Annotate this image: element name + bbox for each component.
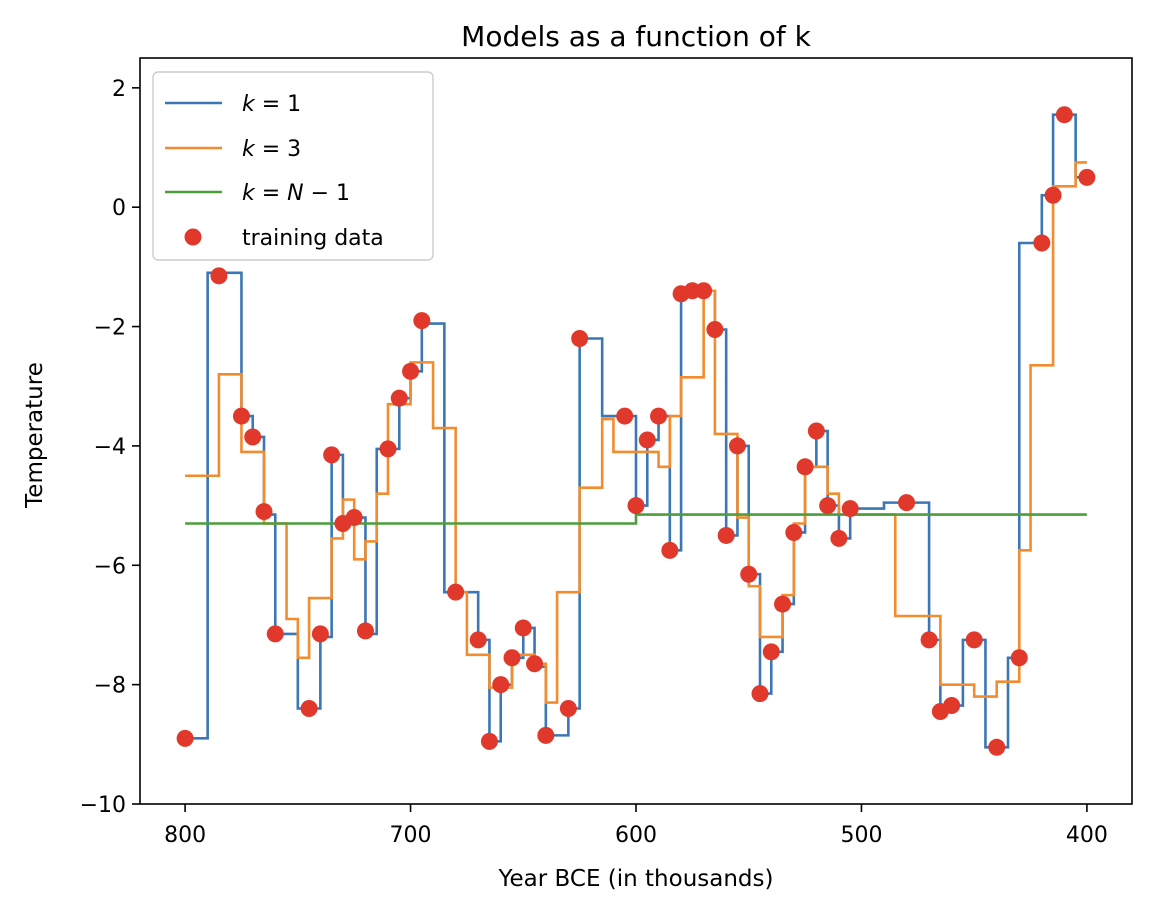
training-data-point xyxy=(210,267,228,285)
y-tick-label: −10 xyxy=(80,793,126,818)
training-data-point xyxy=(1044,186,1062,204)
training-data-point xyxy=(492,676,510,694)
training-data-point xyxy=(503,649,521,667)
training-data-point xyxy=(616,407,634,425)
x-tick-label: 500 xyxy=(840,823,882,848)
training-data-point xyxy=(650,407,668,425)
x-tick-label: 800 xyxy=(164,823,206,848)
legend-box xyxy=(152,71,434,261)
training-data-point xyxy=(311,625,329,643)
training-data-point xyxy=(965,631,983,649)
chart-title: Models as a function of k xyxy=(461,20,811,53)
training-data-point xyxy=(785,523,803,541)
training-data-point xyxy=(356,622,374,640)
training-data-point xyxy=(244,428,262,446)
y-tick-label: 0 xyxy=(112,196,126,221)
x-tick-label: 600 xyxy=(615,823,657,848)
training-data-point xyxy=(1078,168,1096,186)
training-data-point xyxy=(706,321,724,339)
training-data-point xyxy=(526,655,544,673)
training-data-point xyxy=(402,362,420,380)
x-tick-label: 400 xyxy=(1066,823,1108,848)
legend-label-2: k = 3 xyxy=(242,137,301,162)
legend-label-training-data: training data xyxy=(242,226,384,251)
training-data-point xyxy=(345,509,363,527)
series-line-2 xyxy=(185,161,1087,704)
training-data-point xyxy=(627,497,645,515)
training-data-point xyxy=(1033,234,1051,252)
y-tick-label: −8 xyxy=(94,674,126,699)
training-data-point xyxy=(390,389,408,407)
training-data-point xyxy=(266,625,284,643)
training-data-point xyxy=(379,440,397,458)
y-tick-label: −4 xyxy=(94,435,126,460)
training-data-point xyxy=(728,437,746,455)
series-line-3 xyxy=(185,513,1087,525)
training-data-point xyxy=(469,631,487,649)
y-tick-label: 2 xyxy=(112,77,126,102)
training-data-point xyxy=(751,685,769,703)
legend-swatch-training-data xyxy=(184,228,202,246)
training-data-point xyxy=(943,697,961,715)
training-data-point xyxy=(841,500,859,518)
training-data-point xyxy=(717,526,735,544)
training-data-point xyxy=(447,583,465,601)
training-data-point xyxy=(661,541,679,559)
training-data-point xyxy=(830,529,848,547)
training-data-point xyxy=(898,494,916,512)
training-data-point xyxy=(571,330,589,347)
training-data-point xyxy=(762,643,780,661)
training-data-point xyxy=(920,631,938,649)
training-data-point xyxy=(323,446,341,464)
training-data-point xyxy=(638,431,656,449)
y-tick-label: −6 xyxy=(94,554,126,579)
x-axis-label: Year BCE (in thousands) xyxy=(498,866,774,892)
training-data-point xyxy=(988,738,1006,756)
training-data-point xyxy=(796,458,814,476)
training-data-point xyxy=(695,282,713,300)
training-data-point xyxy=(819,497,837,515)
training-data-point xyxy=(176,729,194,747)
training-data-point xyxy=(537,726,555,744)
training-data-point xyxy=(255,503,273,521)
training-data-point xyxy=(807,422,825,440)
legend: k = 1 k = 3 k = N − 1 training data xyxy=(152,71,434,261)
training-data-point xyxy=(740,565,758,583)
x-tick-label: 700 xyxy=(390,823,432,848)
y-axis-label: Temperature xyxy=(22,362,48,509)
training-data-point xyxy=(1010,649,1028,667)
y-tick-label: −2 xyxy=(94,316,126,341)
legend-label-1: k = 1 xyxy=(242,92,301,117)
legend-label-3: k = N − 1 xyxy=(242,181,350,206)
training-data-point xyxy=(1055,106,1073,124)
training-data-point xyxy=(774,595,792,613)
axes: 800 700 600 500 400 2 0 −2 −4 −6 −8 −10 xyxy=(80,57,1133,848)
training-data-point xyxy=(480,732,498,750)
training-data-point xyxy=(514,619,532,637)
training-data-point xyxy=(559,700,577,718)
training-data-point xyxy=(413,312,431,330)
training-data-point xyxy=(300,700,318,718)
training-data-point xyxy=(232,407,250,425)
plot-area xyxy=(176,106,1096,756)
